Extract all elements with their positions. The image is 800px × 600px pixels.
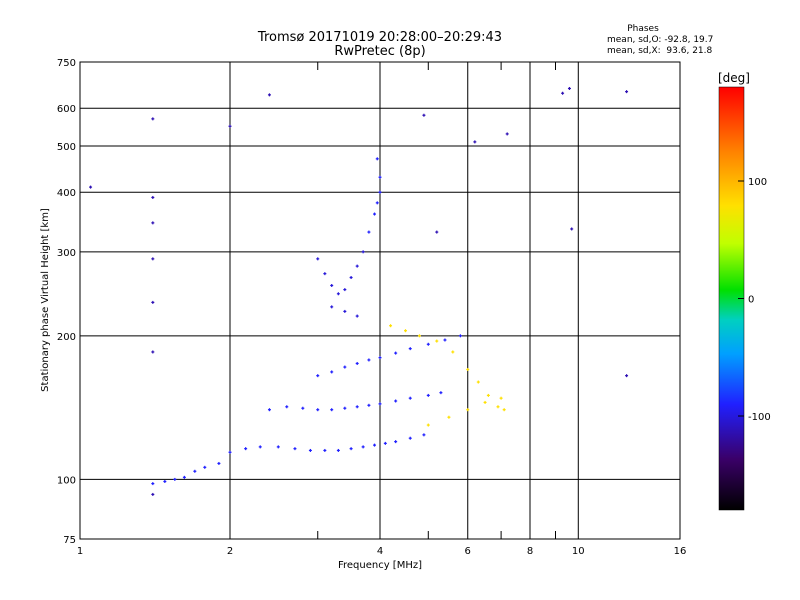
x-tick-label: 1 <box>77 546 83 557</box>
phase-stats-header: Phases <box>627 24 659 34</box>
grid-lines <box>80 62 680 539</box>
x-tick-label: 16 <box>674 546 687 557</box>
x-tick-label: 6 <box>465 546 471 557</box>
y-tick-label: 750 <box>57 58 76 69</box>
colorbar-ticks: 100 0 -100 <box>738 177 771 423</box>
colorbar: [deg] 100 0 -100 <box>718 71 771 511</box>
x-axis-label: Frequency [MHz] <box>338 560 422 571</box>
plot-area: 1 2 4 6 8 10 16 75 100 200 300 400 500 600 750 <box>57 58 686 557</box>
y-tick-label: 500 <box>57 142 76 153</box>
x-tick-label: 2 <box>227 546 233 557</box>
y-tick-label: 400 <box>57 188 76 199</box>
y-tick-label: 75 <box>63 535 76 546</box>
colorbar-tick-label: 0 <box>748 295 754 306</box>
y-tick-label: 100 <box>57 475 76 486</box>
colorbar-label: [deg] <box>718 71 750 85</box>
y-axis-ticks: 75 100 200 300 400 500 600 750 <box>57 58 76 546</box>
y-tick-label: 300 <box>57 248 76 259</box>
colorbar-tick-label: 100 <box>748 177 767 188</box>
y-tick-label: 200 <box>57 332 76 343</box>
y-axis-label: Stationary phase Virtual Height [km] <box>40 208 51 392</box>
chart-subtitle: RwPretec (8p) <box>334 44 425 59</box>
phase-stats-x: mean, sd,X: 93.6, 21.8 <box>607 46 713 56</box>
x-axis-ticks: 1 2 4 6 8 10 16 <box>77 62 687 557</box>
phase-stats-o: mean, sd,O: -92.8, 19.7 <box>607 35 713 45</box>
x-tick-label: 4 <box>377 546 383 557</box>
chart-title: Tromsø 20171019 20:28:00–20:29:43 <box>257 30 502 45</box>
y-tick-label: 600 <box>57 104 76 115</box>
x-tick-label: 10 <box>572 546 585 557</box>
x-tick-label: 8 <box>527 546 533 557</box>
colorbar-tick-label: -100 <box>748 412 771 423</box>
data-points <box>89 86 629 496</box>
